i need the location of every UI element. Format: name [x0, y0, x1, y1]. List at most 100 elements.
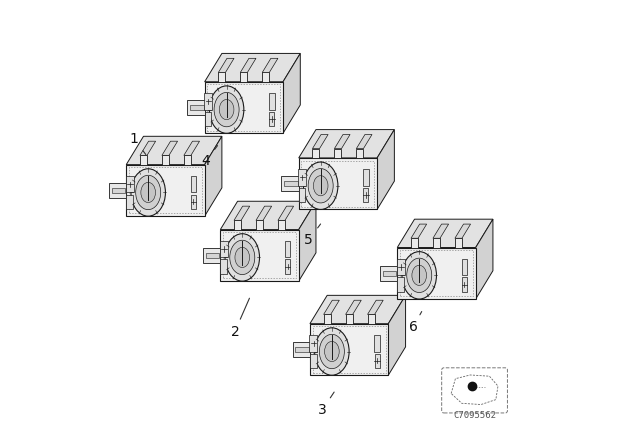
- Ellipse shape: [225, 234, 260, 281]
- Polygon shape: [397, 247, 476, 299]
- Polygon shape: [334, 149, 342, 158]
- Polygon shape: [433, 238, 440, 247]
- Polygon shape: [125, 176, 134, 193]
- Polygon shape: [455, 238, 462, 247]
- Polygon shape: [312, 134, 328, 149]
- Text: 4: 4: [202, 146, 218, 168]
- Polygon shape: [269, 112, 275, 126]
- Ellipse shape: [131, 169, 165, 216]
- Polygon shape: [278, 220, 285, 229]
- Polygon shape: [204, 93, 212, 110]
- Polygon shape: [298, 169, 306, 186]
- Polygon shape: [346, 300, 361, 314]
- Text: 5: 5: [305, 224, 321, 247]
- Polygon shape: [346, 314, 353, 323]
- Polygon shape: [220, 241, 228, 258]
- Polygon shape: [109, 183, 126, 198]
- Polygon shape: [220, 201, 316, 229]
- Polygon shape: [356, 134, 372, 149]
- Polygon shape: [278, 206, 294, 220]
- Polygon shape: [411, 238, 418, 247]
- Ellipse shape: [209, 86, 244, 134]
- Ellipse shape: [314, 176, 328, 196]
- Polygon shape: [461, 259, 467, 276]
- Polygon shape: [388, 295, 406, 375]
- Polygon shape: [283, 53, 300, 134]
- Polygon shape: [324, 300, 339, 314]
- Polygon shape: [126, 165, 205, 216]
- Polygon shape: [205, 136, 222, 216]
- Polygon shape: [462, 277, 467, 292]
- Polygon shape: [397, 259, 404, 276]
- Text: 3: 3: [318, 392, 334, 417]
- Polygon shape: [476, 219, 493, 299]
- Polygon shape: [367, 300, 383, 314]
- Polygon shape: [284, 181, 298, 186]
- Polygon shape: [205, 53, 300, 82]
- Polygon shape: [295, 347, 309, 352]
- Polygon shape: [383, 271, 396, 276]
- Text: 6: 6: [409, 311, 422, 334]
- Polygon shape: [240, 58, 256, 73]
- Polygon shape: [188, 100, 205, 115]
- Ellipse shape: [235, 247, 250, 267]
- Polygon shape: [364, 188, 369, 202]
- Polygon shape: [184, 141, 200, 155]
- Polygon shape: [205, 82, 283, 134]
- Polygon shape: [234, 220, 241, 229]
- Polygon shape: [299, 201, 316, 281]
- Polygon shape: [299, 129, 394, 158]
- Polygon shape: [184, 155, 191, 165]
- Polygon shape: [374, 353, 380, 368]
- Ellipse shape: [308, 168, 333, 203]
- Polygon shape: [140, 155, 147, 165]
- Polygon shape: [162, 155, 169, 165]
- Ellipse shape: [303, 162, 338, 210]
- Polygon shape: [256, 206, 271, 220]
- Polygon shape: [262, 73, 269, 82]
- Polygon shape: [299, 188, 305, 202]
- Text: 2: 2: [230, 298, 250, 339]
- Polygon shape: [190, 105, 204, 110]
- Polygon shape: [285, 259, 290, 274]
- Polygon shape: [218, 58, 234, 73]
- Ellipse shape: [324, 341, 339, 362]
- Polygon shape: [126, 136, 222, 165]
- Text: C7095562: C7095562: [453, 411, 496, 420]
- Polygon shape: [205, 112, 211, 126]
- Polygon shape: [310, 353, 317, 368]
- Polygon shape: [309, 335, 317, 352]
- Polygon shape: [397, 277, 404, 292]
- Polygon shape: [324, 314, 331, 323]
- Polygon shape: [363, 169, 369, 186]
- Ellipse shape: [136, 175, 161, 210]
- Ellipse shape: [220, 99, 234, 120]
- Polygon shape: [282, 176, 299, 191]
- Polygon shape: [356, 149, 364, 158]
- Polygon shape: [310, 295, 406, 323]
- Polygon shape: [299, 158, 377, 210]
- Polygon shape: [285, 241, 291, 258]
- Polygon shape: [234, 206, 250, 220]
- Ellipse shape: [412, 265, 427, 285]
- Polygon shape: [111, 188, 125, 193]
- Polygon shape: [140, 141, 156, 155]
- Ellipse shape: [407, 258, 432, 293]
- Polygon shape: [191, 176, 196, 193]
- Polygon shape: [191, 194, 196, 209]
- Polygon shape: [220, 229, 299, 281]
- Polygon shape: [367, 314, 374, 323]
- Polygon shape: [220, 259, 227, 274]
- Ellipse shape: [230, 240, 255, 275]
- Ellipse shape: [402, 252, 436, 299]
- Polygon shape: [240, 73, 248, 82]
- Polygon shape: [256, 220, 263, 229]
- Polygon shape: [397, 219, 493, 247]
- Polygon shape: [455, 224, 470, 238]
- Polygon shape: [203, 248, 220, 263]
- Polygon shape: [292, 342, 310, 357]
- Polygon shape: [334, 134, 350, 149]
- Polygon shape: [312, 149, 319, 158]
- Text: 1: 1: [130, 132, 146, 155]
- Polygon shape: [162, 141, 177, 155]
